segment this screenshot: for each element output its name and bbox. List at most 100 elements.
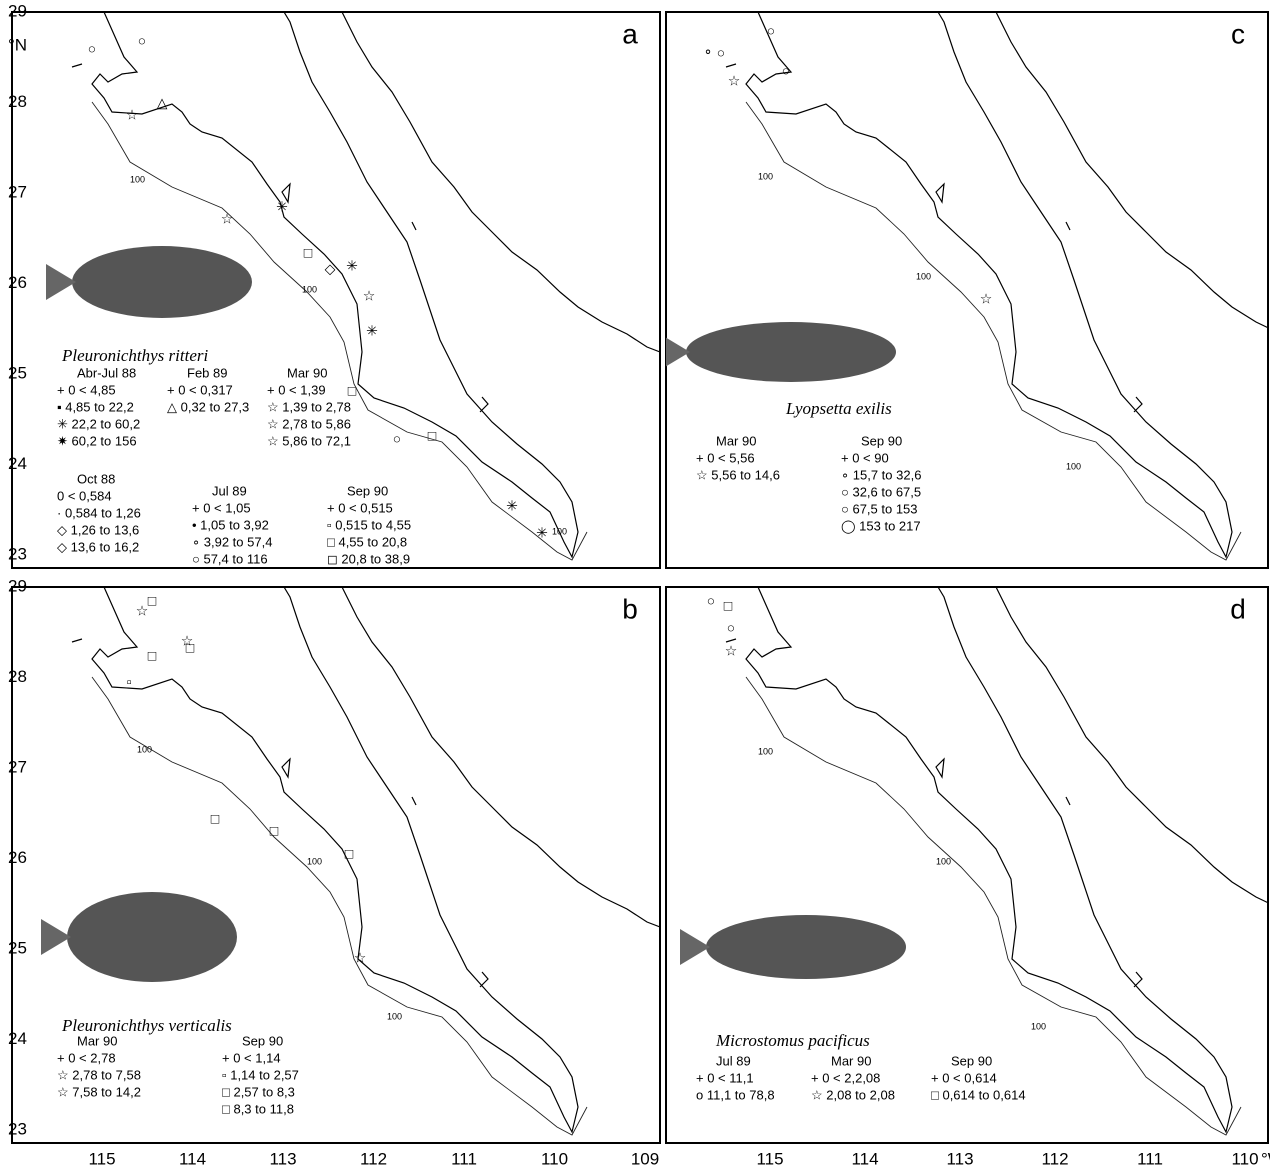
lat-tick-label: 24 xyxy=(8,1029,27,1048)
station-marker: ✳ xyxy=(506,498,518,514)
contour-label: 100 xyxy=(1031,1021,1046,1031)
station-marker: □ xyxy=(148,593,157,609)
lon-tick-label: 112 xyxy=(360,1149,387,1168)
legend-item: + 0 < 5,56 xyxy=(696,450,755,465)
station-marker: □ xyxy=(186,640,195,656)
lat-tick-label: 27 xyxy=(8,182,27,201)
legend-item: 0 < 0,584 xyxy=(57,488,112,503)
legend-item: ◻ 20,8 to 38,9 xyxy=(327,551,410,566)
station-marker: ∘ xyxy=(704,43,713,59)
legend-item: + 0 < 0,515 xyxy=(327,500,393,515)
station-marker: □ xyxy=(345,846,354,862)
station-marker: □ xyxy=(428,428,437,444)
station-marker: ☆ xyxy=(354,950,367,966)
coastline xyxy=(72,587,660,1135)
fish-tail xyxy=(46,264,76,300)
contour-label: 100 xyxy=(387,1011,402,1021)
lon-tick-label: 110 xyxy=(541,1149,568,1168)
legend-title: Sep 90 xyxy=(347,483,388,498)
lon-tick-label: 111 xyxy=(451,1149,477,1168)
station-marker: ☆ xyxy=(136,603,149,619)
lat-tick-label: 29 xyxy=(8,576,27,595)
panel-letter: c xyxy=(1231,18,1245,49)
legend-item: △ 0,32 to 27,3 xyxy=(167,399,249,414)
legend-item: ◇ 13,6 to 16,2 xyxy=(57,539,139,554)
species-name: Lyopsetta exilis xyxy=(785,399,892,418)
fish-image xyxy=(686,322,896,382)
legend-title: Mar 90 xyxy=(716,433,756,448)
legend-title: Abr-Jul 88 xyxy=(77,365,136,380)
panel-letter: d xyxy=(1230,593,1246,624)
lon-tick-label: 114 xyxy=(851,1149,878,1168)
legend-item: · 0,584 to 1,26 xyxy=(57,505,141,520)
lon-tick-label: 113 xyxy=(269,1149,296,1168)
legend-item: ☆ 2,78 to 7,58 xyxy=(57,1067,141,1082)
legend-item: ✳ 22,2 to 60,2 xyxy=(57,416,140,431)
station-marker: ○ xyxy=(767,23,775,39)
legend-item: + 0 < 2,2,08 xyxy=(811,1070,880,1085)
panel: 100100100○○☆△☆✳□◇✳✳□○□✳✳☆aPleuronichthys… xyxy=(46,12,660,584)
lat-tick-label: 28 xyxy=(8,92,27,111)
lat-unit: °N xyxy=(8,35,27,54)
legend-item: ☆ 2,08 to 2,08 xyxy=(811,1087,895,1102)
legend-item: + 0 < 11,1 xyxy=(696,1070,754,1085)
legend-item: ▫ 0,515 to 4,55 xyxy=(327,517,411,532)
lat-tick-label: 26 xyxy=(8,848,27,867)
station-marker: ○ xyxy=(727,620,735,636)
contour-label: 100 xyxy=(130,174,145,184)
station-marker: □ xyxy=(270,823,279,839)
station-marker: ○ xyxy=(393,431,401,447)
legend-title: Feb 89 xyxy=(187,365,227,380)
legend-item: ○ 32,6 to 67,5 xyxy=(841,484,921,499)
panel-letter: b xyxy=(622,593,638,624)
legend-item: ◇ 1,26 to 13,6 xyxy=(57,522,139,537)
lon-tick-label: 113 xyxy=(946,1149,973,1168)
legend-item: ∘ 15,7 to 32,6 xyxy=(841,467,921,482)
lat-tick-label: 28 xyxy=(8,667,27,686)
legend-title: Oct 88 xyxy=(77,471,115,486)
station-marker: ○ xyxy=(707,593,715,609)
lat-tick-label: 26 xyxy=(8,273,27,292)
contour-label: 100 xyxy=(307,856,322,866)
lon-tick-label: 115 xyxy=(756,1149,783,1168)
panel-letter: a xyxy=(622,18,638,49)
station-marker: ○ xyxy=(717,45,725,61)
legend-title: Mar 90 xyxy=(287,365,327,380)
legend-item: □ 4,55 to 20,8 xyxy=(327,534,407,549)
station-marker: △ xyxy=(157,95,168,111)
contour-label: 100 xyxy=(302,284,317,294)
lat-tick-label: 29 xyxy=(8,1,27,20)
lat-tick-label: 25 xyxy=(8,938,27,957)
legend-item: ∘ 3,92 to 57,4 xyxy=(192,534,272,549)
lat-tick-label: 24 xyxy=(8,454,27,473)
fish-image xyxy=(706,915,906,979)
lon-tick-label: 114 xyxy=(179,1149,206,1168)
station-marker: ☆ xyxy=(725,643,738,659)
legend-item: ▫ 1,14 to 2,57 xyxy=(222,1067,299,1082)
legend-title: Sep 90 xyxy=(861,433,902,448)
legend-title: Mar 90 xyxy=(77,1033,117,1048)
legend-title: Jul 89 xyxy=(716,1053,751,1068)
station-marker: ☆ xyxy=(221,211,234,227)
lat-tick-label: 23 xyxy=(8,1119,27,1138)
legend-item: ☆ 5,86 to 72,1 xyxy=(267,433,351,448)
legend-item: + 0 < 1,14 xyxy=(222,1050,281,1065)
station-marker: □ xyxy=(304,245,313,261)
legend-item: ☆ 7,58 to 14,2 xyxy=(57,1084,141,1099)
station-marker: ✳ xyxy=(276,199,288,215)
contour-label: 100 xyxy=(936,856,951,866)
contour-label: 100 xyxy=(758,171,773,181)
legend-item: ○ 67,5 to 153 xyxy=(841,501,918,516)
fish-tail xyxy=(680,929,710,965)
legend-item: + 0 < 1,05 xyxy=(192,500,251,515)
legend-item: ○ 57,4 to 116 xyxy=(192,551,268,566)
station-marker: ○ xyxy=(138,33,146,49)
legend-item: ✷ 60,2 to 156 xyxy=(57,433,137,448)
lon-unit: °W xyxy=(1261,1149,1270,1168)
species-name: Pleuronichthys ritteri xyxy=(61,346,208,365)
station-marker: ▫ xyxy=(127,674,132,690)
station-marker: ✳ xyxy=(366,323,378,339)
station-marker: □ xyxy=(724,598,733,614)
